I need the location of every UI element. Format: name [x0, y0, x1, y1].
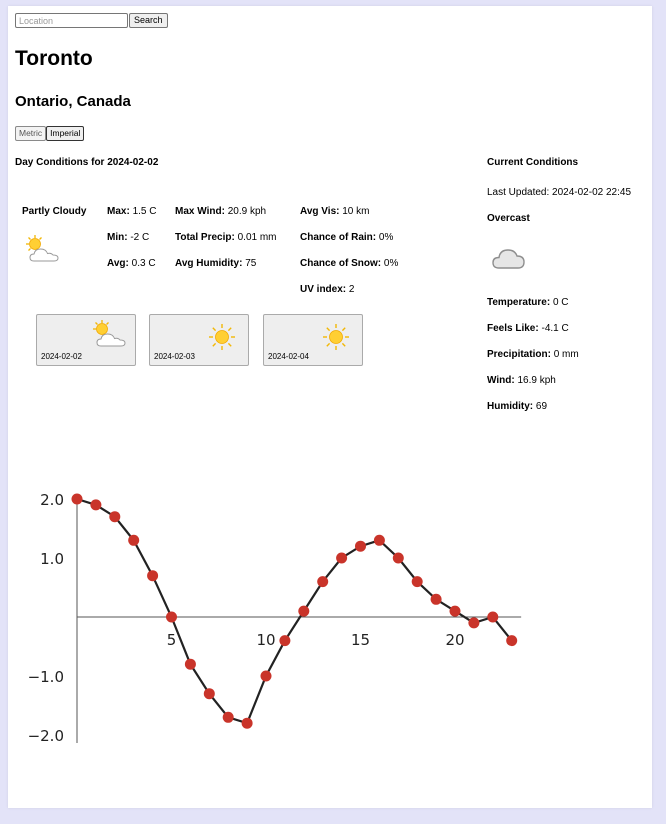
forecast-date: 2024-02-02 — [41, 352, 82, 361]
current-temperature: Temperature: 0 C — [487, 297, 569, 308]
y-tick-label: −2.0 — [28, 727, 64, 745]
forecast-day-card[interactable]: 2024-02-04 — [263, 314, 363, 366]
forecast-date: 2024-02-03 — [154, 352, 195, 361]
current-conditions-title: Current Conditions — [487, 157, 579, 168]
y-tick-label: −1.0 — [28, 668, 64, 686]
y-tick-label: 2.0 — [40, 491, 64, 509]
data-point — [430, 593, 442, 605]
data-point — [279, 635, 291, 647]
imperial-button[interactable]: Imperial — [46, 126, 85, 141]
data-point — [241, 717, 253, 729]
day-avg-vis: Avg Vis: 10 km — [300, 206, 370, 217]
x-tick-label: 5 — [167, 631, 177, 649]
x-tick-label: 10 — [256, 631, 275, 649]
current-precipitation: Precipitation: 0 mm — [487, 349, 579, 360]
current-feels-like: Feels Like: -4.1 C — [487, 323, 569, 334]
day-condition-text: Partly Cloudy — [22, 206, 87, 217]
current-condition-text: Overcast — [487, 213, 530, 224]
data-point — [71, 493, 83, 505]
temperature-line — [76, 497, 513, 725]
day-conditions-title: Day Conditions for 2024-02-02 — [15, 157, 159, 168]
partly-cloudy-icon — [93, 320, 126, 347]
data-point — [468, 617, 480, 629]
sun-icon — [209, 324, 235, 350]
day-min: Min: -2 C — [107, 232, 150, 243]
data-point — [487, 611, 499, 623]
data-point — [90, 499, 102, 511]
data-point — [317, 576, 329, 588]
forecast-day-card[interactable]: 2024-02-03 — [149, 314, 249, 366]
hourly-temperature-chart: 5 10 15 20 2.0 1.0 −1.0 −2.0 — [28, 491, 522, 745]
data-point — [449, 605, 461, 617]
city-name: Toronto — [15, 47, 93, 70]
day-avg: Avg: 0.3 C — [107, 258, 156, 269]
data-point — [506, 635, 518, 647]
data-point — [336, 552, 348, 564]
day-chance-snow: Chance of Snow: 0% — [300, 258, 399, 269]
data-point — [203, 688, 215, 700]
x-tick-label: 15 — [351, 631, 370, 649]
data-point — [109, 511, 121, 523]
data-point — [147, 570, 159, 582]
y-tick-label: 1.0 — [40, 550, 64, 568]
data-point — [392, 552, 404, 564]
data-point — [298, 605, 310, 617]
data-point — [166, 611, 177, 623]
location-input[interactable] — [15, 13, 128, 28]
metric-button[interactable]: Metric — [15, 126, 47, 141]
data-point — [184, 658, 196, 670]
day-max: Max: 1.5 C — [107, 206, 157, 217]
forecast-date: 2024-02-04 — [268, 352, 309, 361]
day-total-precip: Total Precip: 0.01 mm — [175, 232, 277, 243]
data-point — [222, 711, 234, 723]
day-max-wind: Max Wind: 20.9 kph — [175, 206, 267, 217]
current-wind: Wind: 16.9 kph — [487, 375, 556, 386]
app-page: Search Toronto Ontario, Canada Metric Im… — [8, 6, 652, 808]
search-bar: Search — [15, 13, 168, 28]
partly-cloudy-icon — [26, 235, 59, 262]
data-point — [373, 534, 385, 546]
forecast-day-card[interactable]: 2024-02-02 — [36, 314, 136, 366]
x-tick-label: 20 — [445, 631, 464, 649]
day-uv-index: UV index: 2 — [300, 284, 355, 295]
search-button[interactable]: Search — [129, 13, 168, 28]
sun-icon — [323, 324, 349, 350]
data-point — [355, 540, 366, 552]
unit-toggle: Metric Imperial — [15, 126, 85, 141]
region-name: Ontario, Canada — [15, 93, 131, 110]
data-point — [128, 534, 140, 546]
current-humidity: Humidity: 69 — [487, 401, 548, 412]
cloud-icon — [492, 249, 525, 269]
last-updated: Last Updated: 2024-02-02 22:45 — [487, 187, 632, 198]
day-chance-rain: Chance of Rain: 0% — [300, 232, 394, 243]
data-point — [260, 670, 272, 682]
day-avg-humidity: Avg Humidity: 75 — [175, 258, 257, 269]
data-point — [411, 576, 423, 588]
